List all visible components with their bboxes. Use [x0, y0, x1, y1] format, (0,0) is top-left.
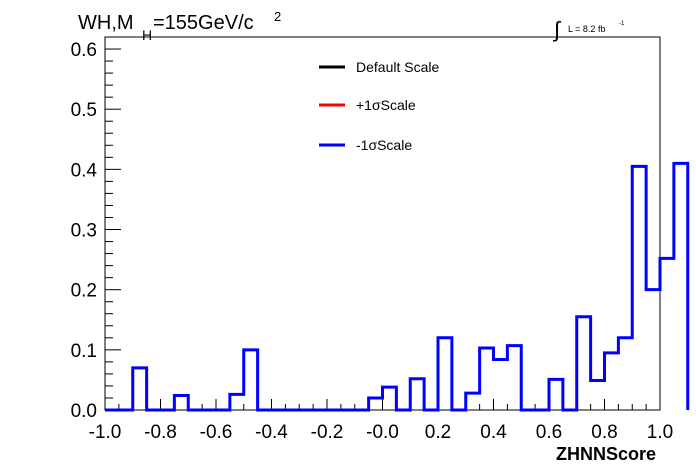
legend: Default Scale +1σScale -1σScale — [319, 59, 439, 153]
x-tick-label: -0.4 — [255, 422, 288, 443]
y-tick-label: 0.6 — [71, 40, 97, 61]
legend-label-plus1sigma: +1σScale — [356, 97, 416, 113]
lumi-label: L = 8.2 fb — [568, 24, 605, 34]
title-prefix: WH,M — [78, 12, 134, 34]
y-tick-label: 0.5 — [71, 100, 97, 121]
x-tick-label: -0.0 — [366, 422, 399, 443]
y-tick-label: 0.4 — [71, 160, 98, 181]
x-tick-label: 0.8 — [591, 422, 617, 443]
x-tick-label: -0.2 — [311, 422, 344, 443]
x-tick-label: -0.6 — [200, 422, 233, 443]
x-tick-label: 0.6 — [536, 422, 562, 443]
y-tick-label: 0.0 — [71, 401, 97, 422]
title-superscript: 2 — [274, 9, 281, 24]
series-line — [105, 161, 690, 412]
x-tick-label: 0.4 — [480, 422, 507, 443]
x-axis-title: ZHNNScore — [556, 444, 656, 464]
x-tick-label: -0.8 — [144, 422, 177, 443]
title-main: =155GeV/c — [153, 12, 254, 34]
lumi-superscript: -1 — [619, 21, 625, 27]
lumi-integral-symbol: ∫ — [552, 17, 562, 42]
y-tick-label: 0.1 — [71, 341, 97, 362]
x-tick-label: 0.2 — [425, 422, 451, 443]
legend-label-default: Default Scale — [356, 59, 439, 75]
y-tick-label: 0.2 — [71, 281, 97, 302]
x-tick-label: -1.0 — [89, 422, 122, 443]
x-axis-ticks: -1.0 -0.8 -0.6 -0.4 -0.2 -0.0 0.2 0.4 0.6 0.8 1.0 — [89, 399, 673, 443]
series-group — [105, 161, 690, 412]
chart-title: WH,M — [78, 12, 134, 34]
x-tick-label: 1.0 — [647, 422, 673, 443]
y-tick-label: 0.3 — [71, 221, 97, 242]
y-axis-ticks: 0.0 0.1 0.2 0.3 0.4 0.5 0.6 — [71, 40, 121, 422]
legend-label-minus1sigma: -1σScale — [356, 137, 412, 153]
title-subscript: H — [142, 27, 152, 43]
